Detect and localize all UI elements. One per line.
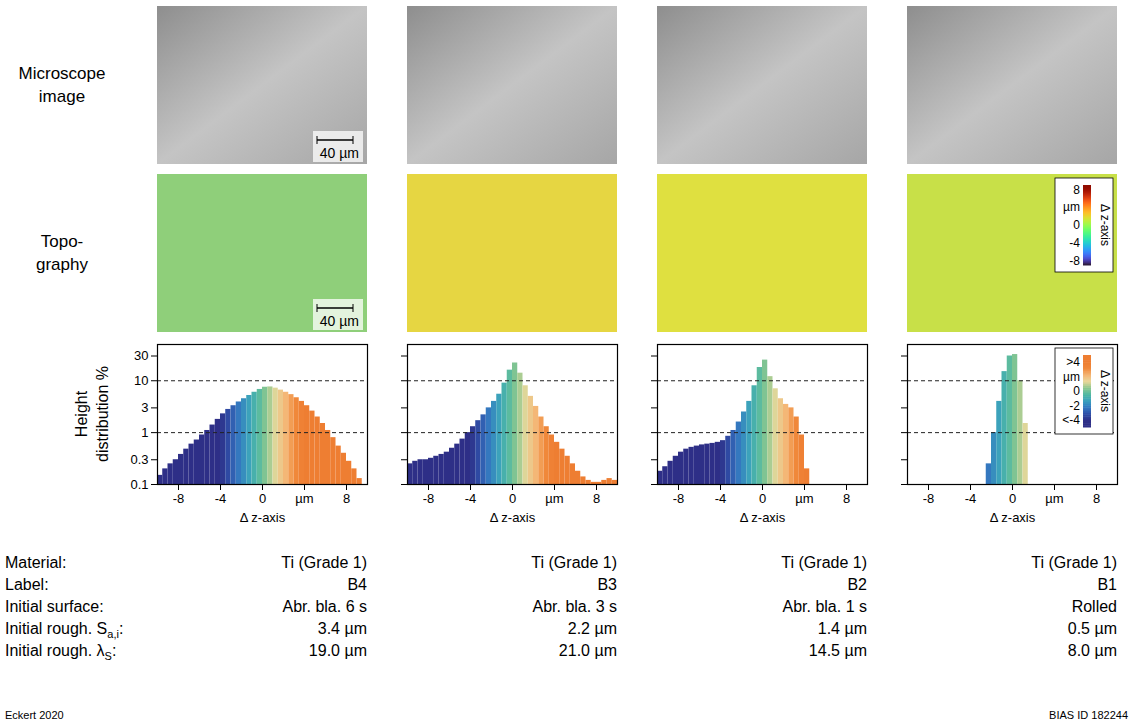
svg-text:Δ z-axis: Δ z-axis — [490, 510, 536, 525]
svg-text:µm: µm — [295, 491, 313, 506]
svg-text:Topo-graphy: Topo-graphy — [36, 232, 88, 274]
svg-text:-4: -4 — [215, 491, 227, 506]
svg-text:<-4: <-4 — [1062, 413, 1080, 427]
svg-text:Label:: Label: — [5, 576, 49, 593]
svg-text:BIAS ID 182244: BIAS ID 182244 — [1049, 709, 1128, 721]
svg-text:Δ z-axis: Δ z-axis — [740, 510, 786, 525]
svg-text:-2: -2 — [1069, 399, 1080, 413]
svg-text:0: 0 — [1009, 491, 1016, 506]
svg-text:Material:: Material: — [5, 554, 66, 571]
svg-text:Eckert 2020: Eckert 2020 — [5, 709, 64, 721]
svg-text:Microscopeimage: Microscopeimage — [19, 64, 106, 106]
svg-text:Initial rough. λS:: Initial rough. λS: — [5, 642, 116, 662]
svg-text:0: 0 — [759, 491, 766, 506]
svg-text:Δ z-axis: Δ z-axis — [1098, 370, 1112, 412]
svg-text:8: 8 — [1073, 183, 1080, 197]
svg-text:2.2 µm: 2.2 µm — [568, 620, 617, 637]
svg-text:3: 3 — [141, 400, 148, 415]
svg-text:0.5 µm: 0.5 µm — [1068, 620, 1117, 637]
svg-text:-4: -4 — [965, 491, 977, 506]
svg-text:µm: µm — [1045, 491, 1063, 506]
svg-text:Δ z-axis: Δ z-axis — [1098, 204, 1112, 246]
svg-text:8.0 µm: 8.0 µm — [1068, 642, 1117, 659]
svg-text:-8: -8 — [673, 491, 685, 506]
svg-text:3.4 µm: 3.4 µm — [318, 620, 367, 637]
svg-text:Abr. bla. 3 s: Abr. bla. 3 s — [533, 598, 618, 615]
svg-text:µm: µm — [1063, 200, 1080, 214]
svg-text:0: 0 — [1073, 218, 1080, 232]
svg-text:B1: B1 — [1097, 576, 1117, 593]
svg-text:40 µm: 40 µm — [320, 313, 359, 329]
svg-text:14.5 µm: 14.5 µm — [809, 642, 867, 659]
svg-text:B4: B4 — [347, 576, 367, 593]
svg-text:0: 0 — [509, 491, 516, 506]
svg-text:Ti (Grade 1): Ti (Grade 1) — [1031, 554, 1117, 571]
svg-text:-4: -4 — [715, 491, 727, 506]
svg-text:30: 30 — [134, 348, 148, 363]
svg-text:Rolled: Rolled — [1072, 598, 1117, 615]
svg-text:-8: -8 — [423, 491, 435, 506]
svg-text:19.0 µm: 19.0 µm — [309, 642, 367, 659]
svg-text:8: 8 — [1093, 491, 1100, 506]
svg-text:>4: >4 — [1066, 355, 1080, 369]
svg-text:Heightdistribution %: Heightdistribution % — [73, 366, 111, 462]
svg-text:-8: -8 — [173, 491, 185, 506]
svg-text:µm: µm — [545, 491, 563, 506]
svg-text:0: 0 — [1073, 384, 1080, 398]
svg-text:µm: µm — [1063, 370, 1080, 384]
svg-text:-8: -8 — [923, 491, 935, 506]
svg-text:0: 0 — [259, 491, 266, 506]
svg-text:Δ z-axis: Δ z-axis — [240, 510, 286, 525]
svg-text:0.1: 0.1 — [130, 477, 148, 492]
svg-text:8: 8 — [843, 491, 850, 506]
svg-text:0.3: 0.3 — [130, 452, 148, 467]
svg-text:B2: B2 — [847, 576, 867, 593]
svg-text:Ti (Grade 1): Ti (Grade 1) — [781, 554, 867, 571]
svg-text:Initial rough. Sa,i:: Initial rough. Sa,i: — [5, 620, 123, 640]
svg-text:1: 1 — [141, 425, 148, 440]
svg-text:10: 10 — [134, 373, 148, 388]
svg-text:Abr. bla. 6 s: Abr. bla. 6 s — [283, 598, 368, 615]
svg-text:21.0 µm: 21.0 µm — [559, 642, 617, 659]
svg-text:Initial surface:: Initial surface: — [5, 598, 104, 615]
svg-text:Δ z-axis: Δ z-axis — [990, 510, 1036, 525]
svg-text:Ti (Grade 1): Ti (Grade 1) — [531, 554, 617, 571]
svg-text:B3: B3 — [597, 576, 617, 593]
svg-text:µm: µm — [795, 491, 813, 506]
svg-text:Ti (Grade 1): Ti (Grade 1) — [281, 554, 367, 571]
svg-text:8: 8 — [343, 491, 350, 506]
svg-text:-4: -4 — [465, 491, 477, 506]
svg-text:40 µm: 40 µm — [320, 145, 359, 161]
svg-text:Abr. bla. 1 s: Abr. bla. 1 s — [783, 598, 868, 615]
svg-text:-4: -4 — [1069, 236, 1080, 250]
svg-text:8: 8 — [593, 491, 600, 506]
svg-text:1.4 µm: 1.4 µm — [818, 620, 867, 637]
svg-text:-8: -8 — [1069, 254, 1080, 268]
